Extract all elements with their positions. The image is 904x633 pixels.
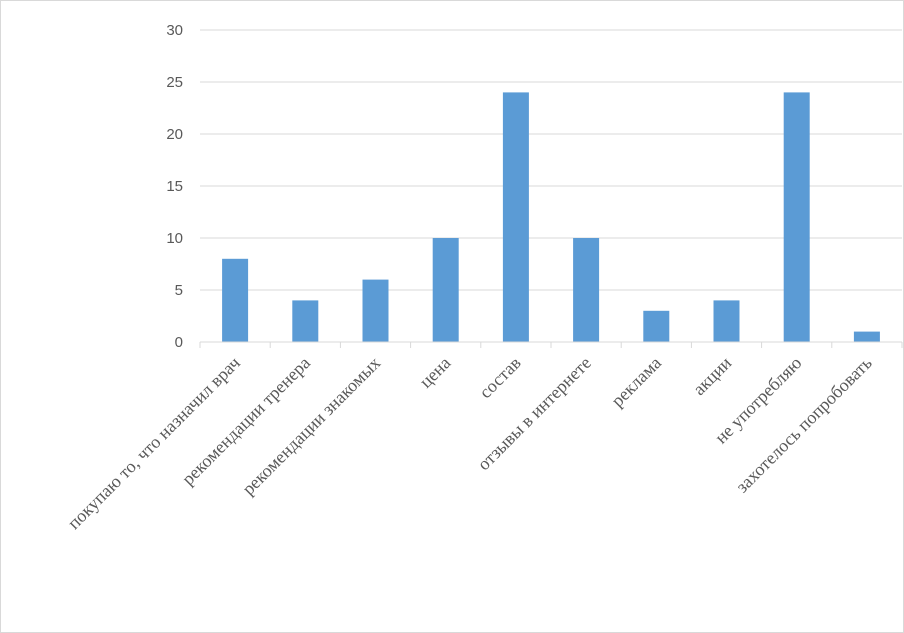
bar	[783, 92, 810, 343]
y-tick-label: 15	[166, 178, 183, 195]
bar	[502, 92, 529, 343]
x-tick-label: акции	[689, 352, 736, 399]
bars	[222, 92, 880, 343]
y-tick-label: 10	[166, 230, 183, 247]
bar	[573, 238, 600, 342]
x-tick-label: рекомендации знакомых	[238, 353, 384, 499]
x-axis: покупаю то, что назначил врачрекомендаци…	[64, 341, 903, 533]
x-tick-label: состав	[475, 353, 525, 403]
y-tick-label: 0	[175, 334, 183, 351]
bar	[713, 300, 740, 342]
bar	[432, 238, 459, 342]
y-tick-label: 25	[166, 74, 183, 91]
x-tick-label: реклама	[607, 353, 665, 411]
y-tick-label: 20	[166, 126, 183, 143]
bar	[853, 331, 880, 342]
bar	[362, 279, 389, 342]
y-tick-label: 30	[166, 22, 183, 39]
bar	[643, 310, 670, 342]
x-tick-label: рекомендации тренера	[178, 353, 314, 489]
y-axis: 0 5 10 15 20 25 30	[166, 22, 183, 351]
bar	[292, 300, 319, 342]
x-tick-label: захотелось попробовать	[732, 353, 876, 497]
y-tick-label: 5	[175, 282, 183, 299]
bar	[222, 258, 249, 342]
x-tick-label: цена	[415, 353, 454, 392]
